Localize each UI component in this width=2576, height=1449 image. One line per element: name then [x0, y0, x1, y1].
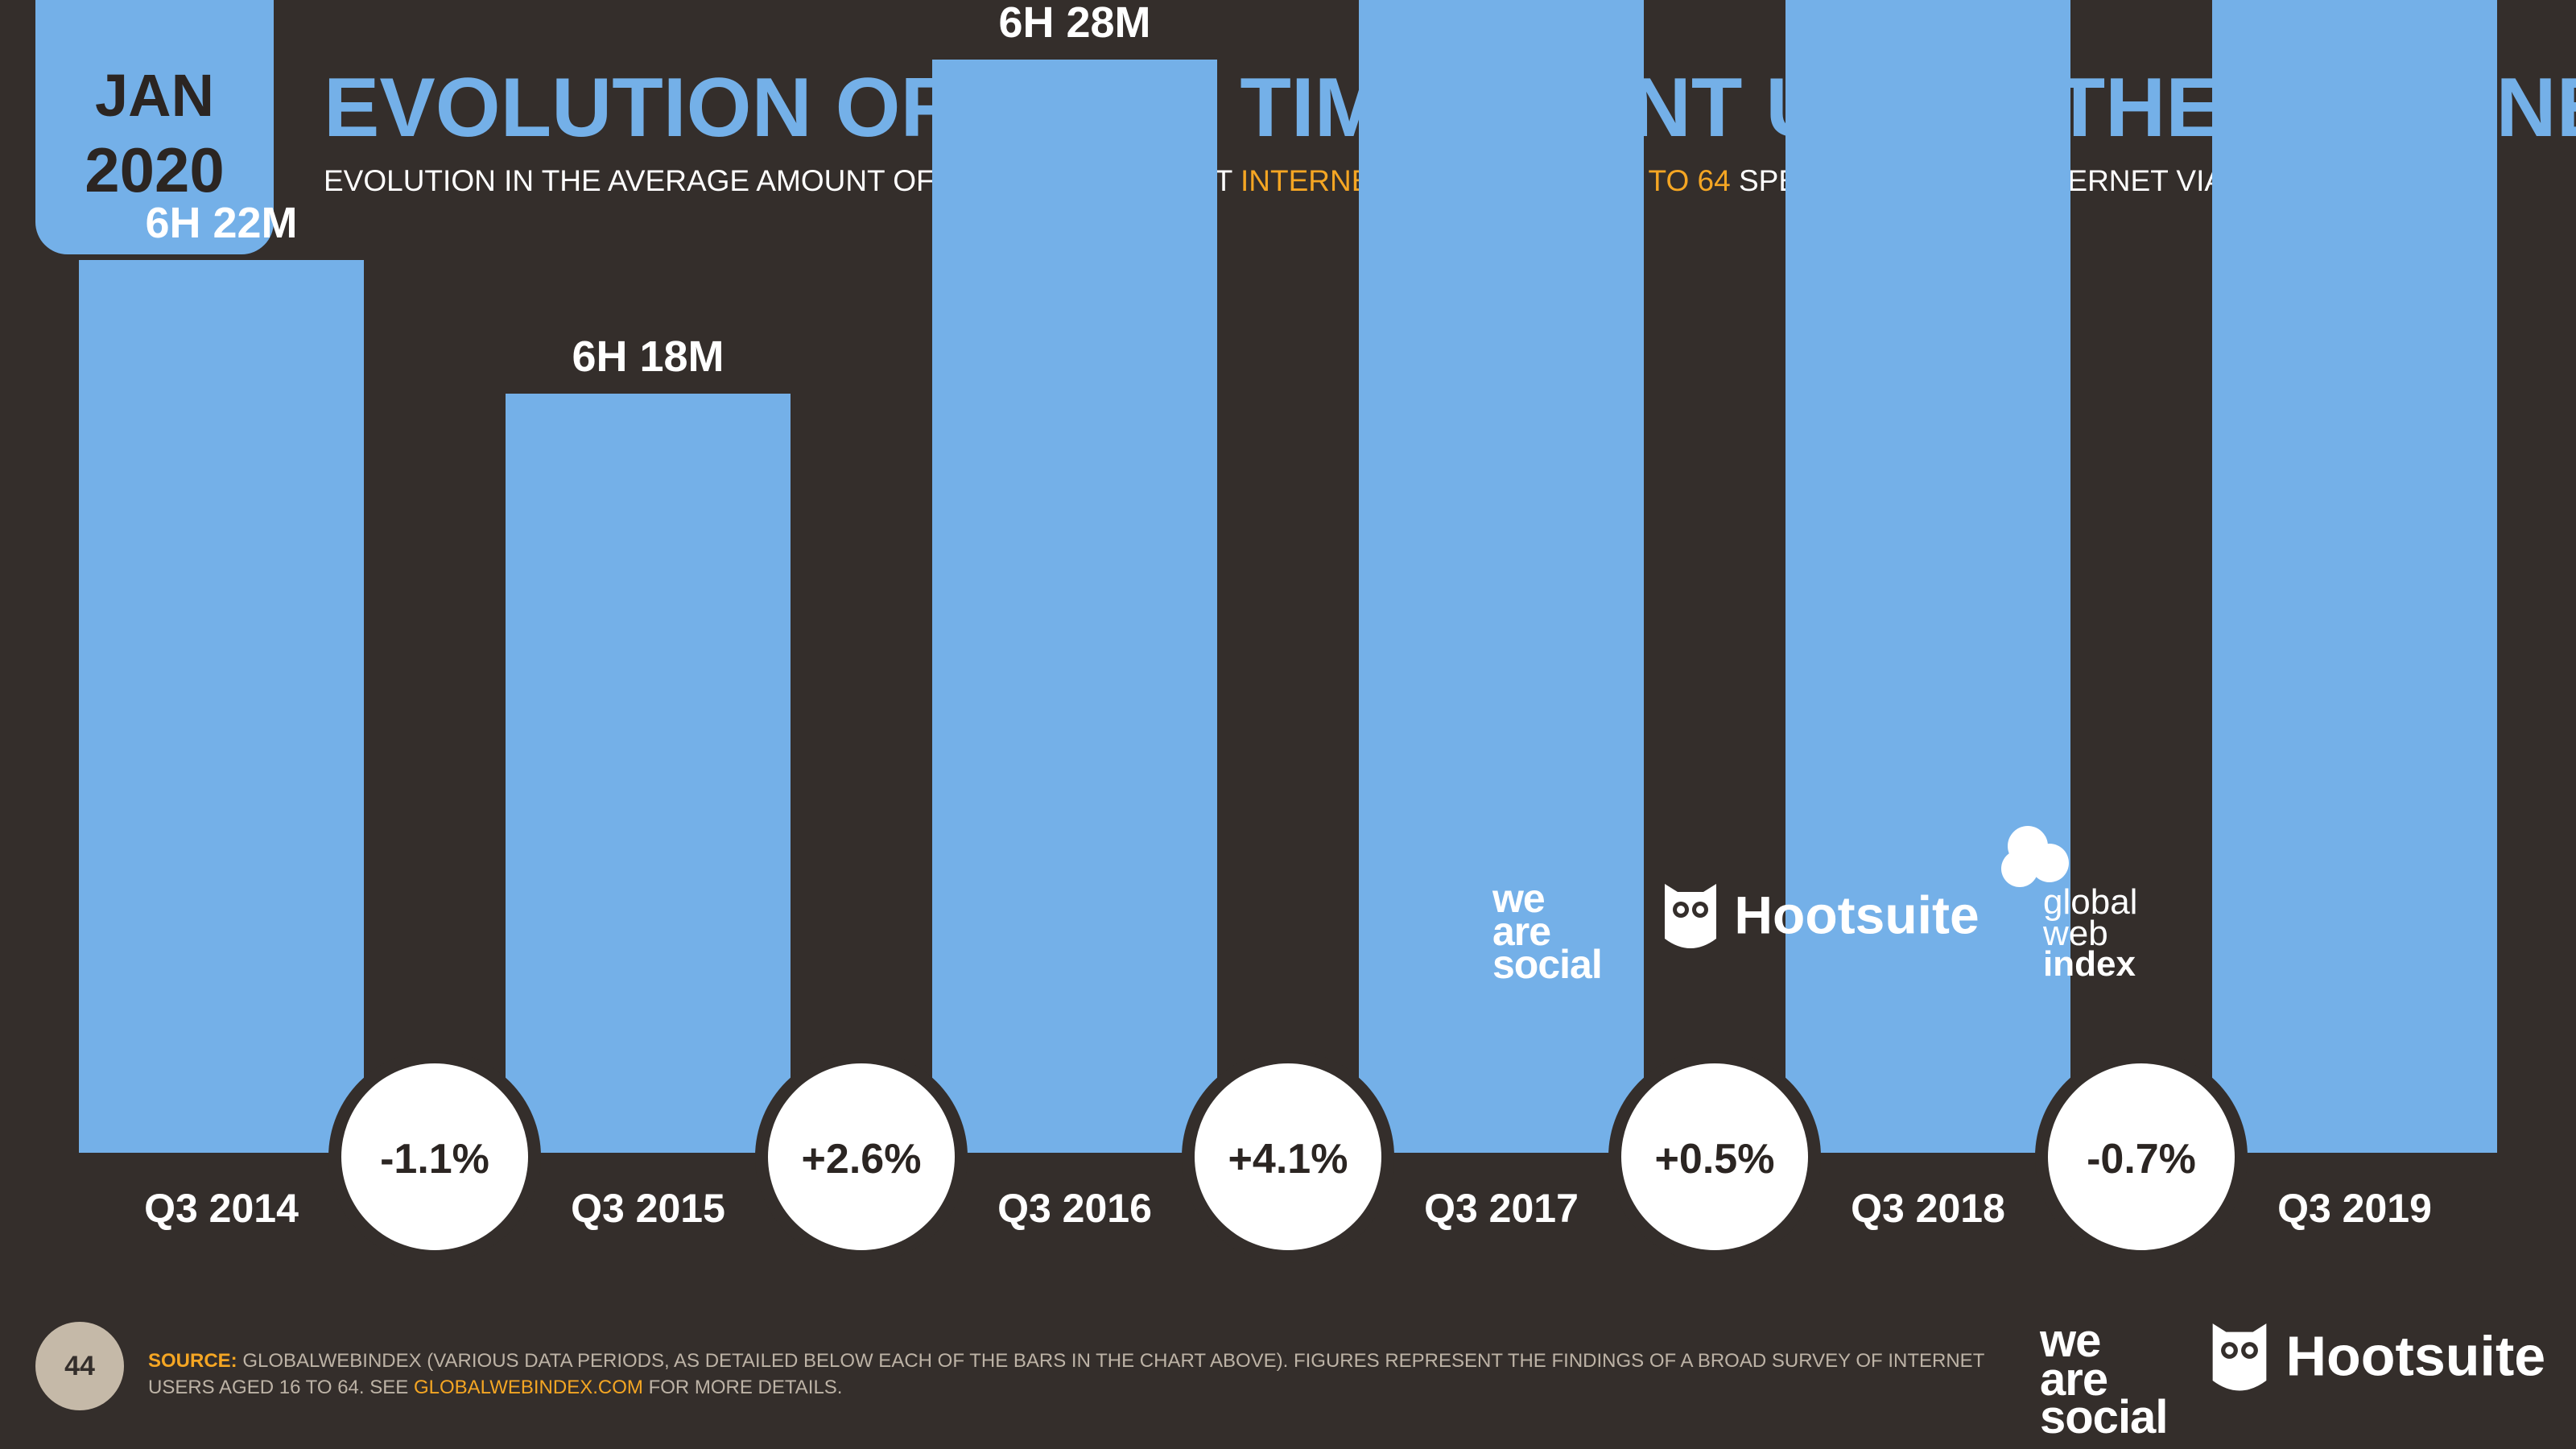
globalwebindex-cloud-icon: [2001, 826, 2074, 890]
change-label: -1.1%: [380, 1136, 489, 1183]
logo-line: social: [2040, 1391, 2168, 1444]
source-text: GLOBALWEBINDEX (VARIOUS DATA PERIODS, AS…: [148, 1350, 1984, 1398]
date-month: JAN: [94, 62, 215, 129]
category-label: Q3 2018: [1851, 1186, 2005, 1231]
source-label: SOURCE:: [148, 1350, 237, 1372]
owl-icon: [1665, 884, 1716, 948]
logo-line: global: [2043, 882, 2138, 922]
date-year: 2020: [85, 134, 225, 205]
change-label: +2.6%: [802, 1136, 922, 1183]
category-label: Q3 2015: [571, 1186, 725, 1231]
hootsuite-logo: Hootsuite: [2209, 1320, 2545, 1401]
globalwebindex-logo: global web index: [2043, 882, 2138, 985]
change-label: +4.1%: [1228, 1136, 1348, 1183]
change-badge: [2048, 1063, 2235, 1250]
change-badge: [768, 1063, 955, 1250]
hootsuite-wordmark: Hootsuite: [2285, 1324, 2546, 1388]
we-are-social-logo: we are social: [2040, 1315, 2168, 1444]
bar-q3-2017: [1359, 0, 1644, 1153]
page-number: 44: [35, 1322, 124, 1410]
owl-icon: [2212, 1323, 2267, 1391]
category-label: Q3 2019: [2277, 1186, 2432, 1231]
source-end: FOR MORE DETAILS.: [648, 1377, 843, 1398]
hootsuite-wordmark: Hootsuite: [1734, 885, 1979, 945]
bar-q3-2015: [506, 394, 791, 1153]
change-badge: [341, 1063, 528, 1250]
value-label: 6H 28M: [998, 0, 1150, 47]
change-badge: [1195, 1063, 1381, 1250]
bar-q3-2019: [2212, 0, 2497, 1153]
category-label: Q3 2017: [1424, 1186, 1579, 1231]
source-link[interactable]: GLOBALWEBINDEX.COM: [413, 1377, 643, 1398]
category-label: Q3 2014: [144, 1186, 299, 1231]
logo-line: web: [2043, 913, 2108, 953]
source-note: SOURCE: GLOBALWEBINDEX (VARIOUS DATA PER…: [148, 1348, 2000, 1401]
category-label: Q3 2016: [997, 1186, 1152, 1231]
bar-q3-2018: [1785, 0, 2070, 1153]
cloud-puff-left: [2001, 850, 2038, 887]
bar-q3-2014: [79, 260, 364, 1153]
logo-line: we: [1492, 876, 1546, 921]
logo-line: are: [1492, 909, 1551, 954]
bar-q3-2016: [932, 60, 1217, 1153]
logo-line: index: [2043, 944, 2136, 985]
value-label: 6H 18M: [572, 332, 724, 381]
hootsuite-logo-mid: Hootsuite: [1662, 881, 1979, 958]
value-label: 6H 22M: [145, 199, 297, 247]
change-label: +0.5%: [1655, 1136, 1775, 1183]
change-label: -0.7%: [2087, 1136, 2196, 1183]
we-are-social-logo-mid: we are social: [1492, 876, 1603, 987]
logo-line: are: [2040, 1352, 2108, 1406]
date-badge: JAN 2020: [35, 0, 274, 254]
logo-line: we: [2040, 1315, 2101, 1367]
change-badge: [1621, 1063, 1808, 1250]
logo-line: social: [1492, 942, 1603, 987]
